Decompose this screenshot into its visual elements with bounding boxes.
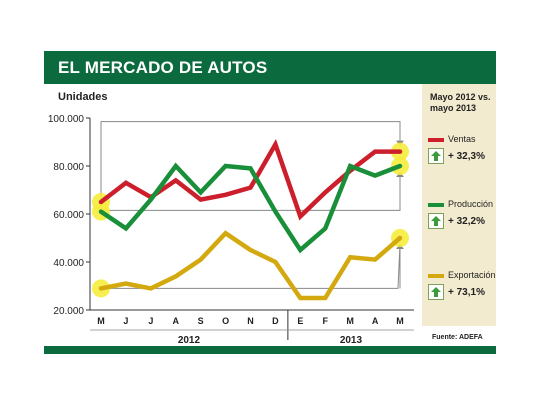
year-label: 2013 (340, 335, 363, 346)
x-tick-label: J (123, 316, 128, 326)
y-tick-label: 20.000 (53, 306, 84, 317)
x-tick-label: A (372, 316, 379, 326)
x-tick-label: M (396, 316, 404, 326)
y-tick-label: 100.000 (48, 114, 85, 125)
x-tick-label: J (148, 316, 153, 326)
x-tick-label: N (247, 316, 254, 326)
change-badge-produccion: + 32,2% (428, 213, 485, 229)
x-tick-label: M (97, 316, 105, 326)
source-note: Fuente: ADEFA (432, 334, 483, 341)
comparison-bracket-ventas (100, 121, 401, 202)
chart-background (44, 84, 496, 352)
change-value-exportacion: + 73,1% (448, 286, 485, 298)
up-arrow-icon (428, 148, 444, 164)
comparison-bracket-exportacion (101, 243, 401, 289)
title-bar: EL MERCADO DE AUTOS (44, 51, 496, 84)
x-tick-label: F (323, 316, 329, 326)
x-tick-label: A (173, 316, 180, 326)
year-label: 2012 (178, 335, 201, 346)
series-line-2 (98, 230, 403, 301)
series-line-1 (98, 162, 403, 254)
x-tick-label: D (272, 316, 279, 326)
up-arrow-icon (428, 213, 444, 229)
legend-swatch-ventas (428, 138, 444, 142)
change-value-produccion: + 32,2% (448, 215, 485, 227)
y-tick-label: 80.000 (53, 162, 84, 173)
legend-label-ventas: Ventas (448, 134, 476, 144)
comparison-bracket-produccion (101, 172, 401, 211)
x-tick-label: M (346, 316, 354, 326)
legend-swatch-exportacion (428, 274, 444, 278)
change-badge-exportacion: + 73,1% (428, 284, 485, 300)
comparison-title: Mayo 2012 vs. mayo 2013 (430, 92, 491, 113)
x-tick-label: S (198, 316, 204, 326)
x-tick-label: O (222, 316, 229, 326)
y-tick-label: 60.000 (53, 210, 84, 221)
change-badge-ventas: + 32,3% (428, 148, 485, 164)
legend-label-produccion: Producción (448, 199, 494, 209)
y-tick-label: 40.000 (53, 258, 84, 269)
x-tick-label: E (297, 316, 303, 326)
up-arrow-icon (428, 284, 444, 300)
change-value-ventas: + 32,3% (448, 150, 485, 162)
bottom-rule (44, 346, 496, 354)
chart-title: EL MERCADO DE AUTOS (58, 58, 268, 77)
legend-swatch-produccion (428, 203, 444, 207)
legend-label-exportacion: Exportación (448, 270, 496, 280)
y-axis-label: Unidades (58, 91, 108, 103)
